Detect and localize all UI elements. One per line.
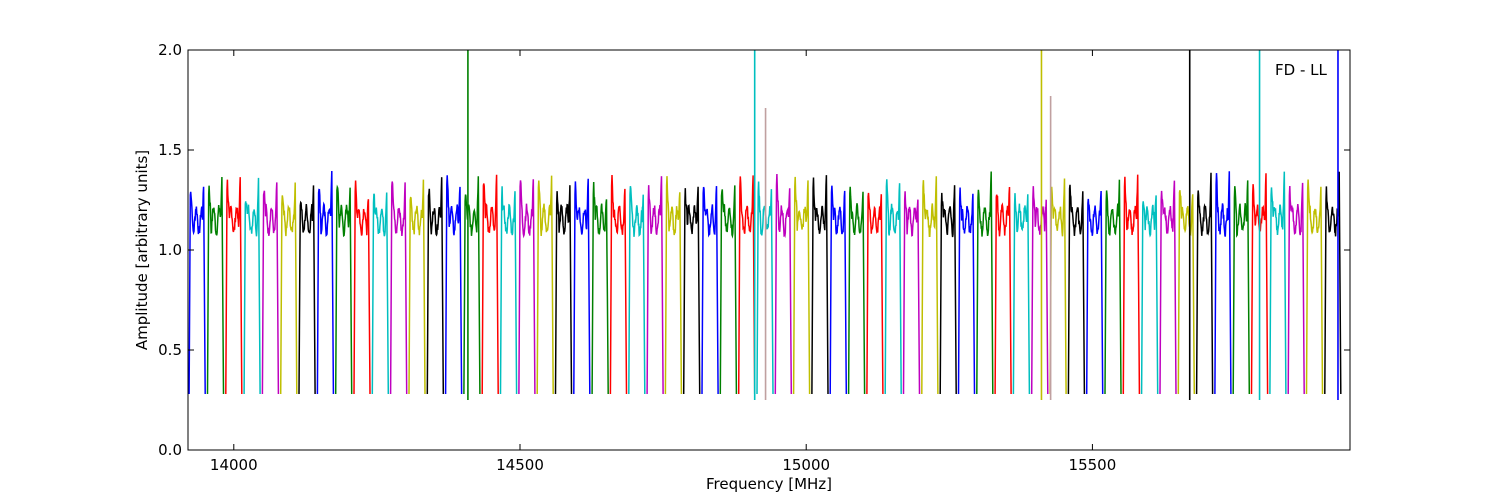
series-line: [646, 176, 664, 395]
series-line: [664, 176, 683, 395]
series-line: [719, 185, 738, 395]
series-line: [591, 181, 609, 395]
series-line: [279, 182, 298, 395]
series-line: [481, 174, 499, 395]
series-line: [1195, 172, 1214, 395]
series-line: [976, 171, 994, 395]
series-line: [371, 192, 390, 395]
series-line: [1122, 174, 1141, 395]
spike-layer: [467, 50, 1339, 400]
series-line: [1104, 179, 1122, 395]
series-line: [701, 186, 719, 395]
series-line: [389, 181, 408, 395]
series-line: [609, 174, 628, 395]
series-line: [499, 186, 518, 395]
series-line: [225, 177, 243, 395]
series-line: [1085, 190, 1104, 395]
y-ticks: 0.0 0.5 1.0 1.5 2.0: [158, 41, 1350, 459]
series-line: [554, 185, 573, 395]
x-tick-label: 15500: [1069, 456, 1117, 474]
series-line: [1067, 184, 1086, 395]
x-tick-label: 14000: [210, 456, 258, 474]
y-tick-label: 0.0: [158, 441, 182, 459]
series-line: [1140, 195, 1159, 395]
series-line: [811, 175, 829, 395]
series-line: [261, 182, 280, 395]
series-line: [353, 180, 371, 395]
series-line: [316, 170, 335, 395]
series-line: [1305, 179, 1324, 395]
y-tick-label: 1.0: [158, 241, 182, 259]
series-line: [463, 176, 481, 395]
series-line: [1159, 180, 1177, 395]
series-line: [1287, 182, 1305, 395]
series-line: [334, 184, 353, 395]
series-layer: [188, 170, 1342, 395]
series-line: [939, 185, 957, 395]
x-tick-label: 15000: [782, 456, 830, 474]
series-line: [426, 177, 445, 395]
y-axis-label: Amplitude [arbitrary units]: [133, 150, 151, 350]
series-line: [243, 177, 261, 395]
series-line: [518, 179, 536, 395]
series-line: [1269, 171, 1287, 395]
series-line: [444, 175, 463, 395]
series-line: [573, 178, 591, 395]
series-line: [792, 176, 811, 395]
series-line: [866, 192, 884, 395]
series-line: [206, 176, 225, 395]
series-line: [994, 186, 1012, 395]
series-line: [682, 186, 701, 395]
series-line: [1030, 186, 1049, 395]
x-tick-label: 14500: [496, 456, 544, 474]
series-line: [902, 191, 921, 395]
series-line: [957, 187, 976, 395]
series-line: [1232, 180, 1251, 395]
series-line: [921, 176, 939, 395]
series-line: [1177, 190, 1196, 395]
annotation-label: FD - LL: [1275, 61, 1327, 79]
y-tick-label: 2.0: [158, 41, 182, 59]
series-line: [1049, 178, 1067, 395]
series-line: [847, 186, 866, 395]
y-tick-label: 0.5: [158, 341, 182, 359]
series-line: [188, 186, 206, 395]
series-line: [737, 175, 756, 395]
series-line: [884, 179, 902, 395]
y-tick-label: 1.5: [158, 141, 182, 159]
x-axis-label: Frequency [MHz]: [706, 475, 832, 493]
series-line: [829, 185, 848, 395]
series-line: [298, 185, 316, 395]
series-line: [1012, 193, 1031, 395]
series-line: [408, 179, 426, 395]
x-ticks: 14000 14500 15000 15500: [210, 50, 1116, 474]
series-line: [536, 175, 554, 395]
series-line: [1214, 171, 1232, 395]
series-line: [628, 185, 646, 395]
series-line: [774, 173, 793, 395]
